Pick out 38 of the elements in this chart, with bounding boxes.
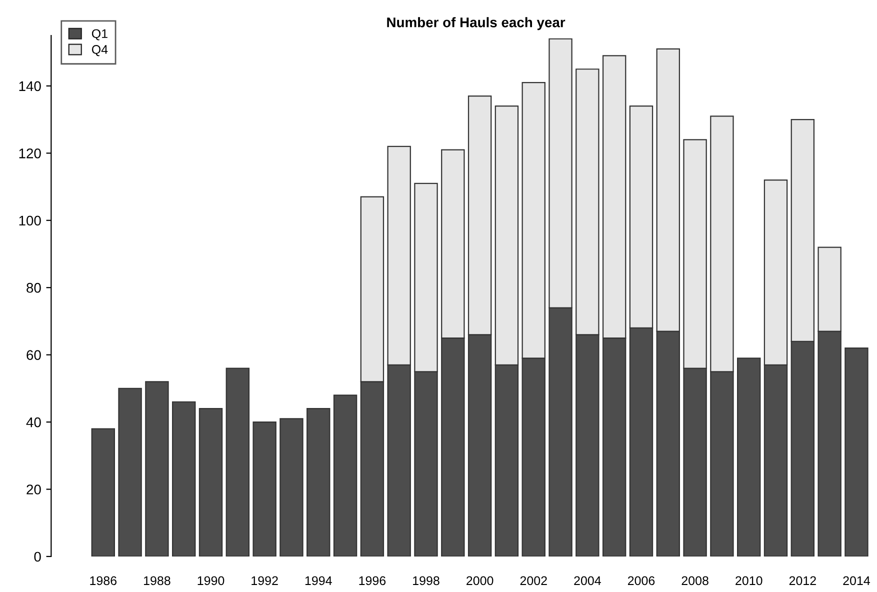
x-tick-label: 1992	[252, 576, 278, 586]
legend-label: Q1	[92, 29, 108, 40]
y-tick-label: 80	[26, 282, 41, 293]
bar	[333, 394, 358, 556]
x-tick-label: 2014	[843, 576, 870, 586]
bar	[737, 358, 761, 556]
chart-title: Number of Hauls each year	[387, 17, 566, 30]
bar	[306, 408, 330, 556]
bar	[252, 421, 276, 556]
x-tick-label: 2002	[520, 576, 547, 586]
y-tick-label: 40	[26, 417, 41, 428]
bar	[226, 368, 250, 556]
y-tick-label: 140	[19, 81, 41, 92]
x-tick-label: 1996	[359, 576, 386, 586]
x-tick-label: 2000	[466, 576, 494, 586]
x-tick-label: 1986	[90, 576, 116, 586]
x-tick-label: 1998	[413, 576, 440, 586]
bar	[91, 428, 115, 556]
x-tick-label: 1994	[305, 576, 332, 586]
x-tick-label: 1988	[144, 576, 170, 586]
x-tick-label: 2010	[736, 576, 762, 586]
x-tick-label: 2006	[628, 576, 655, 586]
y-tick-label: 100	[19, 216, 41, 226]
y-tick-label: 120	[19, 148, 41, 158]
bar	[172, 401, 196, 556]
legend-label: Q4	[92, 45, 108, 56]
y-tick-label: 60	[26, 350, 41, 360]
y-tick-label: 0	[34, 552, 41, 562]
bar	[145, 381, 169, 556]
bar	[198, 408, 223, 556]
x-tick-label: 2008	[682, 576, 708, 586]
bar	[118, 388, 142, 556]
bar	[280, 418, 304, 556]
x-tick-label: 2004	[574, 576, 601, 586]
y-tick-label: 20	[26, 484, 41, 494]
x-tick-label: 1990	[198, 576, 224, 586]
x-tick-label: 2012	[789, 576, 816, 586]
bar	[844, 348, 868, 556]
